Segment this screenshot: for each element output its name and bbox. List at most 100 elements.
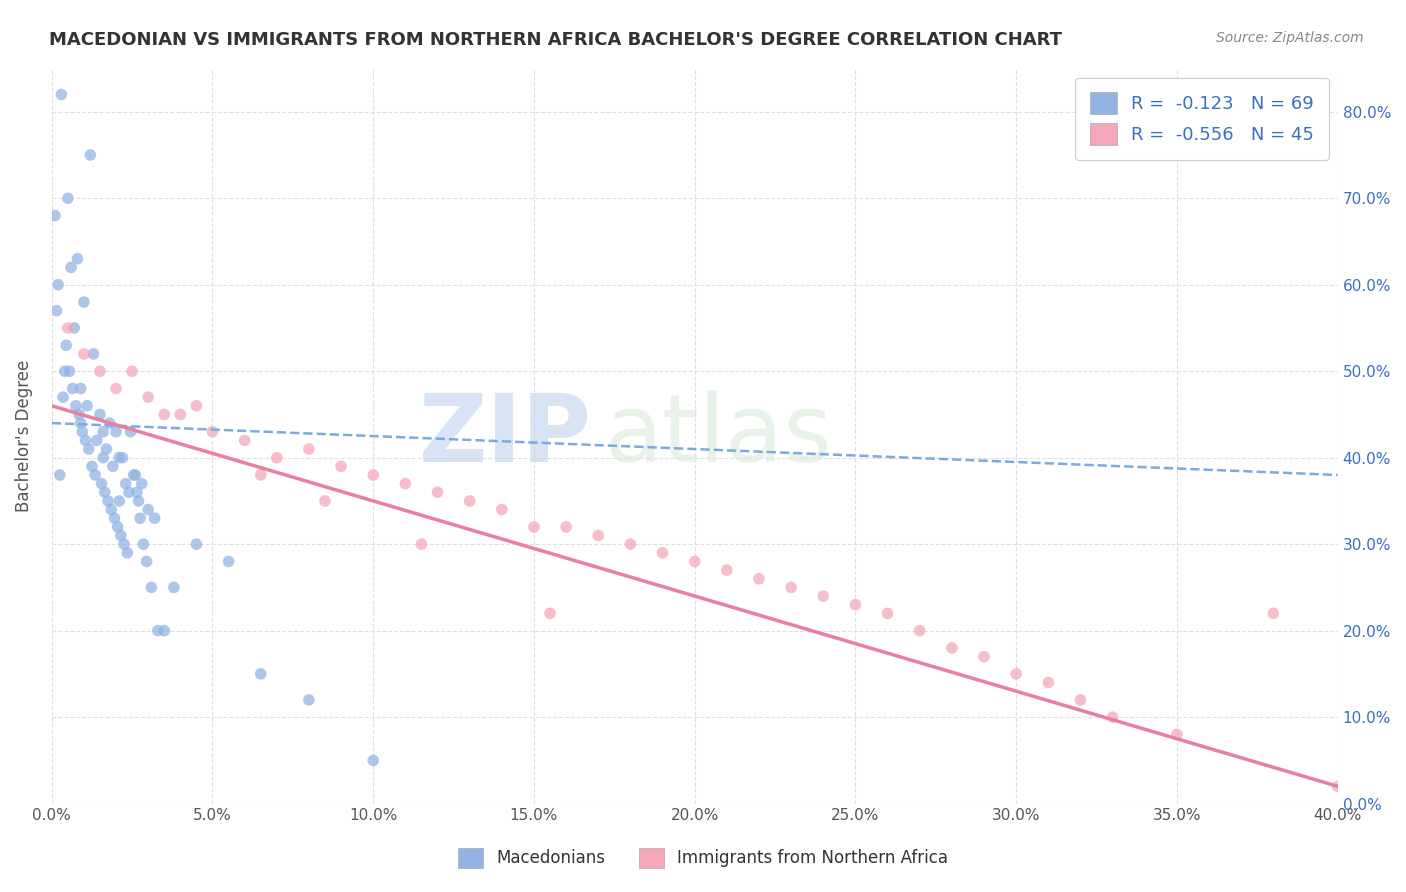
Point — [107, 520, 129, 534]
Point — [1069, 693, 1091, 707]
Point — [186, 537, 208, 551]
Point — [105, 425, 128, 439]
Point — [619, 537, 641, 551]
Point — [110, 528, 132, 542]
Point — [100, 502, 122, 516]
Point — [716, 563, 738, 577]
Point — [98, 416, 121, 430]
Point — [908, 624, 931, 638]
Point — [46, 277, 69, 292]
Point — [586, 528, 609, 542]
Point — [80, 459, 103, 474]
Point — [67, 408, 90, 422]
Point — [973, 649, 995, 664]
Point — [1038, 675, 1060, 690]
Point — [84, 467, 107, 482]
Y-axis label: Bachelor's Degree: Bachelor's Degree — [15, 360, 32, 512]
Point — [683, 554, 706, 568]
Point — [66, 252, 89, 266]
Point — [131, 476, 153, 491]
Point — [523, 520, 546, 534]
Point — [117, 546, 139, 560]
Point — [1101, 710, 1123, 724]
Point — [266, 450, 288, 465]
Point — [56, 321, 79, 335]
Point — [153, 624, 176, 638]
Point — [75, 434, 97, 448]
Point — [555, 520, 578, 534]
Point — [201, 425, 224, 439]
Point — [132, 537, 155, 551]
Point — [876, 607, 898, 621]
Point — [249, 467, 271, 482]
Point — [1263, 607, 1285, 621]
Point — [73, 295, 96, 310]
Point — [73, 347, 96, 361]
Point — [314, 494, 336, 508]
Point — [1005, 666, 1028, 681]
Point — [44, 209, 66, 223]
Point — [129, 511, 152, 525]
Point — [1166, 727, 1188, 741]
Point — [394, 476, 416, 491]
Point — [83, 347, 105, 361]
Point — [128, 494, 150, 508]
Legend: Macedonians, Immigrants from Northern Africa: Macedonians, Immigrants from Northern Af… — [451, 841, 955, 875]
Point — [118, 485, 141, 500]
Point — [76, 399, 98, 413]
Point — [90, 476, 112, 491]
Point — [77, 442, 100, 456]
Point — [491, 502, 513, 516]
Point — [249, 666, 271, 681]
Point — [136, 502, 159, 516]
Point — [651, 546, 673, 560]
Point — [748, 572, 770, 586]
Point — [94, 485, 117, 500]
Point — [941, 640, 963, 655]
Point — [125, 485, 148, 500]
Point — [120, 425, 142, 439]
Point — [96, 442, 118, 456]
Point — [49, 467, 72, 482]
Point — [426, 485, 449, 500]
Point — [111, 450, 134, 465]
Point — [121, 364, 143, 378]
Point — [122, 467, 145, 482]
Point — [101, 459, 124, 474]
Point — [153, 408, 176, 422]
Point — [69, 382, 91, 396]
Point — [103, 511, 125, 525]
Point — [63, 321, 86, 335]
Point — [361, 467, 384, 482]
Point — [411, 537, 433, 551]
Point — [79, 148, 101, 162]
Point — [58, 364, 80, 378]
Point — [218, 554, 240, 568]
Point — [97, 494, 120, 508]
Point — [538, 607, 561, 621]
Point — [52, 390, 75, 404]
Point — [72, 425, 94, 439]
Point — [65, 399, 87, 413]
Point — [124, 467, 146, 482]
Point — [136, 390, 159, 404]
Point — [89, 408, 111, 422]
Point — [55, 338, 77, 352]
Text: atlas: atlas — [605, 390, 832, 482]
Point — [298, 442, 321, 456]
Text: ZIP: ZIP — [419, 390, 592, 482]
Point — [51, 87, 73, 102]
Point — [91, 450, 114, 465]
Text: Source: ZipAtlas.com: Source: ZipAtlas.com — [1216, 31, 1364, 45]
Point — [86, 434, 108, 448]
Legend: R =  -0.123   N = 69, R =  -0.556   N = 45: R = -0.123 N = 69, R = -0.556 N = 45 — [1076, 78, 1329, 160]
Point — [45, 303, 67, 318]
Point — [69, 416, 91, 430]
Text: MACEDONIAN VS IMMIGRANTS FROM NORTHERN AFRICA BACHELOR'S DEGREE CORRELATION CHAR: MACEDONIAN VS IMMIGRANTS FROM NORTHERN A… — [49, 31, 1062, 49]
Point — [114, 476, 136, 491]
Point — [813, 589, 835, 603]
Point — [60, 260, 83, 275]
Point — [53, 364, 76, 378]
Point — [361, 753, 384, 767]
Point — [330, 459, 353, 474]
